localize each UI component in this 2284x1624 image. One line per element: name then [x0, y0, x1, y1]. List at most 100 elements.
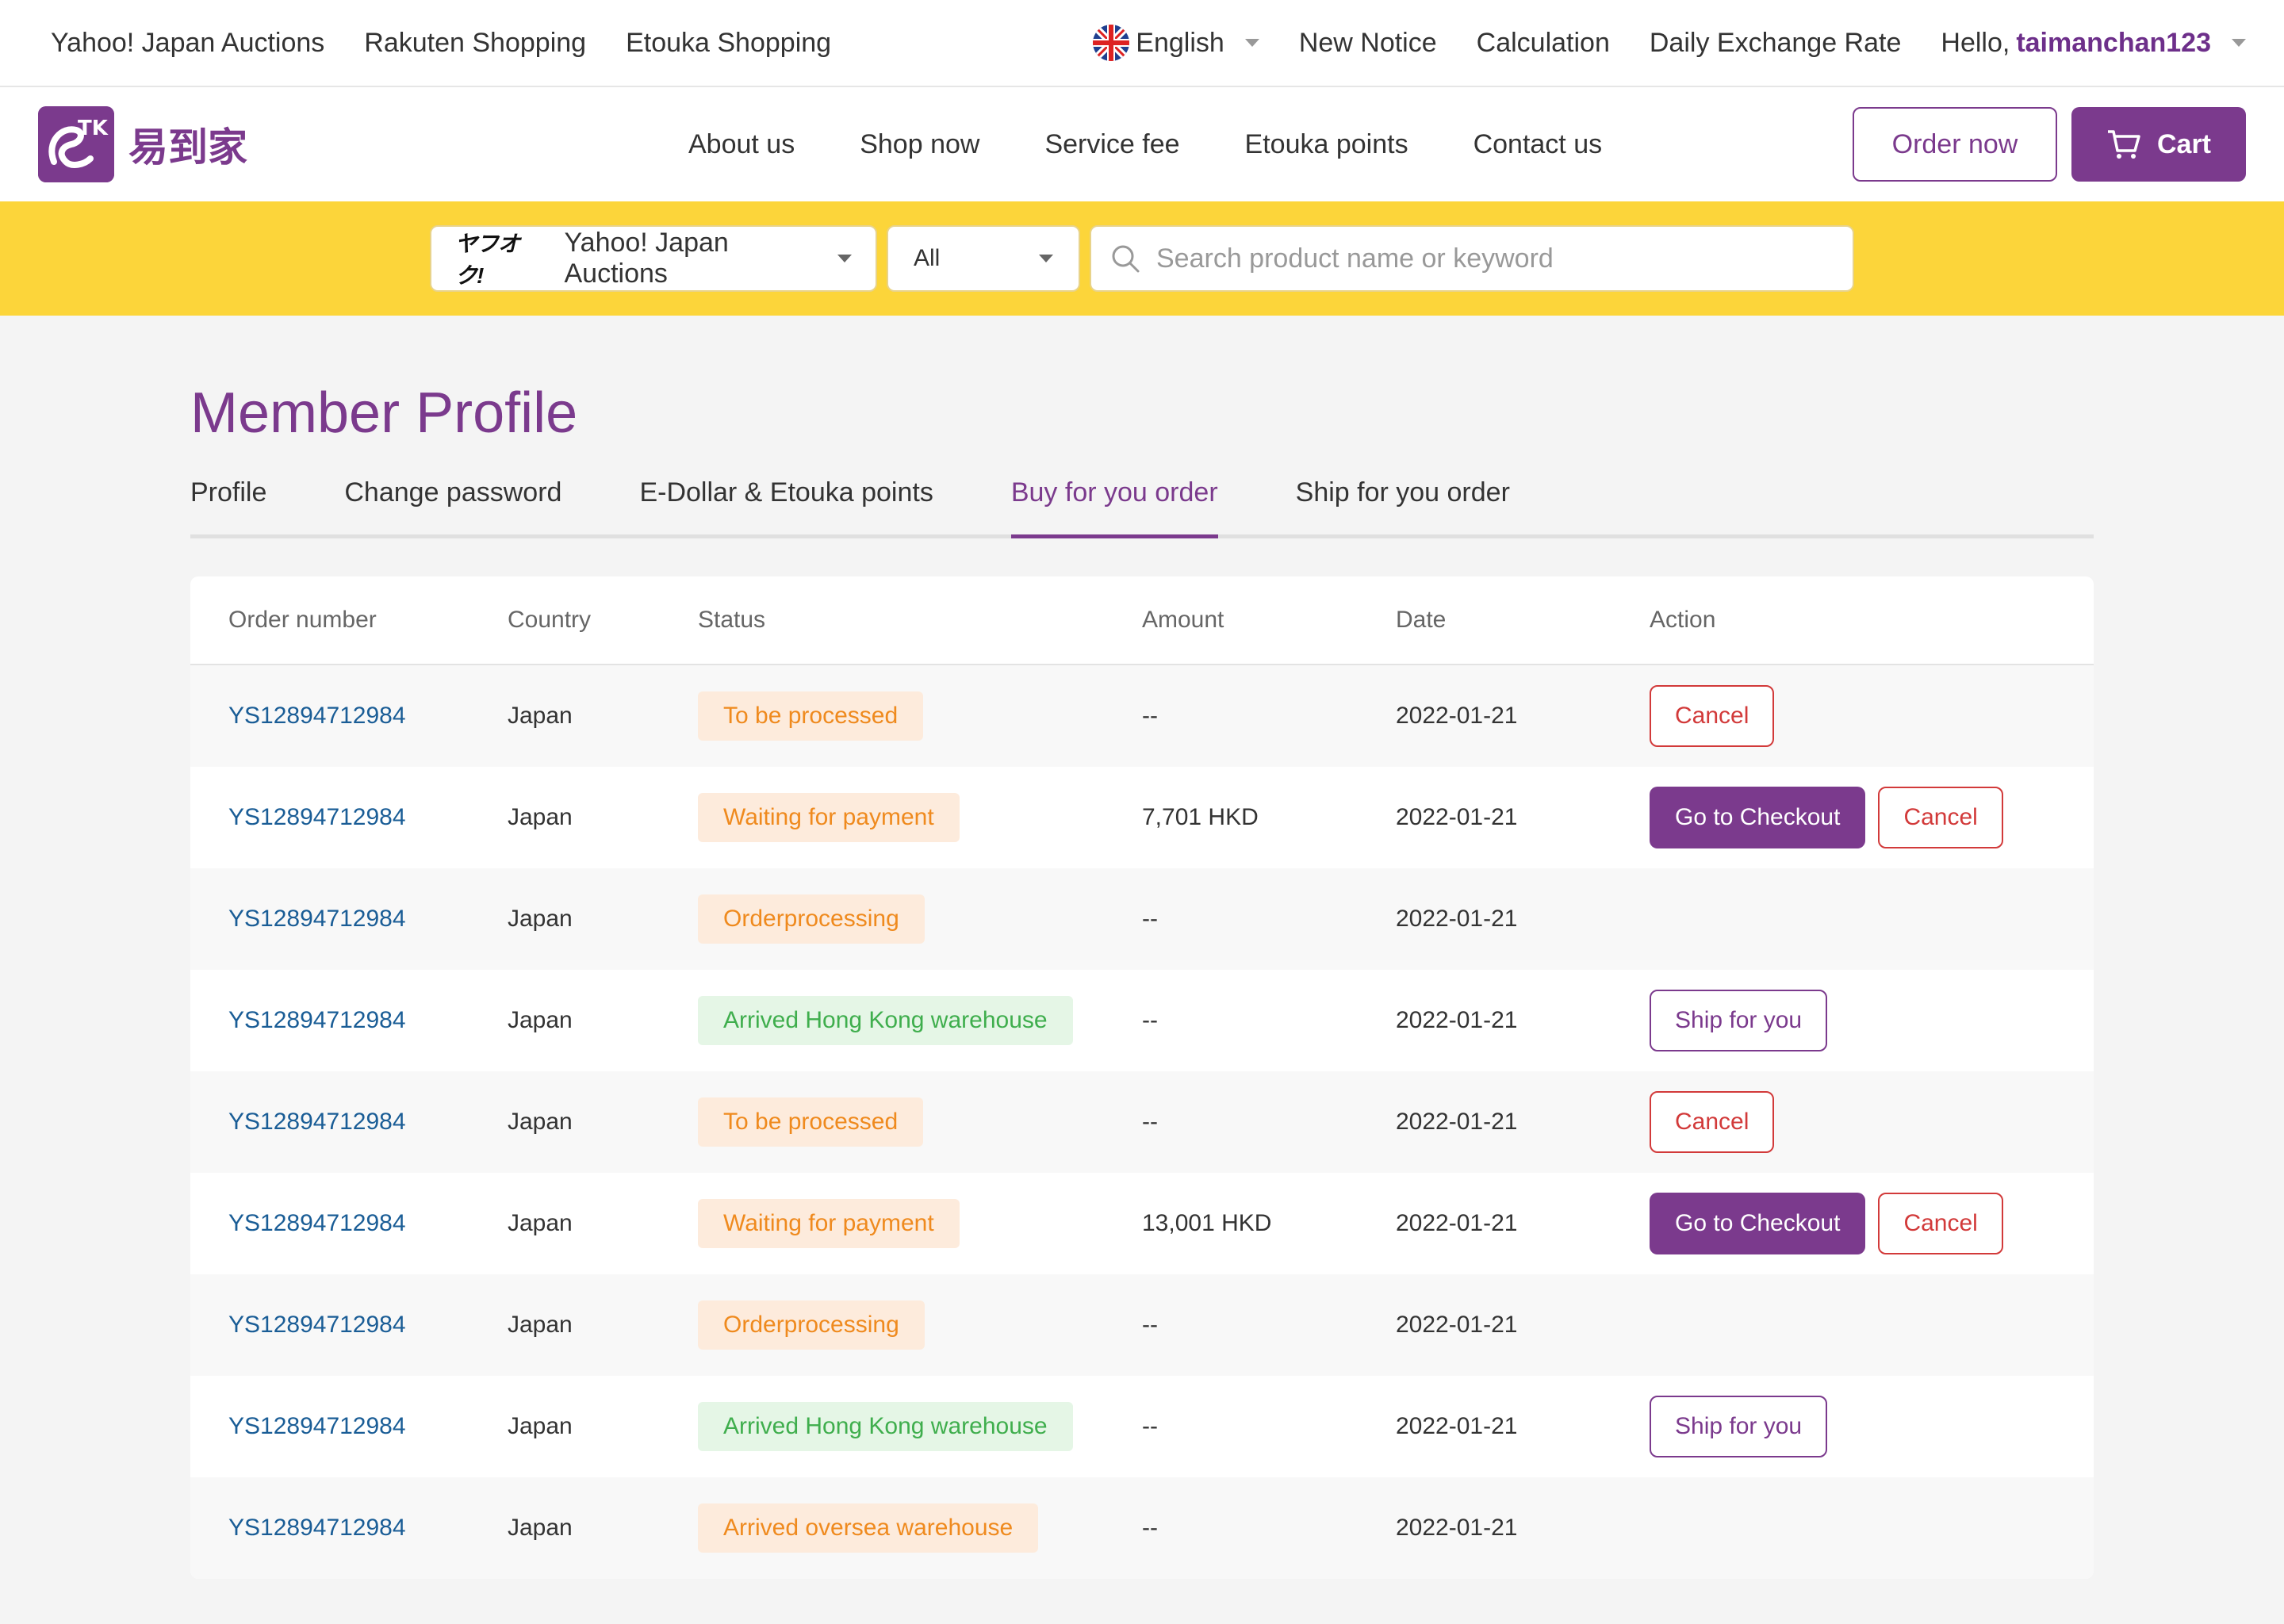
- order-number-link[interactable]: YS12894712984: [228, 1109, 406, 1135]
- nav-about-us[interactable]: About us: [688, 128, 795, 159]
- amount-cell: --: [1142, 906, 1158, 932]
- status-badge: Waiting for payment: [698, 1199, 960, 1248]
- country-cell: Japan: [508, 1312, 573, 1338]
- top-utility-links: English New Notice Calculation Daily Exc…: [1053, 25, 2246, 61]
- status-cell: Orderprocessing: [698, 894, 1142, 944]
- date-cell: 2022-01-21: [1396, 1413, 1518, 1439]
- country-cell: Japan: [508, 1413, 573, 1439]
- action-cell: Cancel: [1650, 685, 2094, 747]
- ship-for-you-button[interactable]: Ship for you: [1650, 990, 1828, 1051]
- status-badge: Arrived oversea warehouse: [698, 1503, 1039, 1553]
- table-row: YS12894712984 Japan Arrived Hong Kong ware…: [190, 1376, 2094, 1477]
- amount-cell: --: [1142, 703, 1158, 729]
- cancel-button[interactable]: Cancel: [1650, 685, 1775, 747]
- search-placeholder: Search product name or keyword: [1156, 243, 1554, 274]
- status-badge: To be processed: [698, 691, 924, 741]
- status-badge: Waiting for payment: [698, 793, 960, 842]
- table-row: YS12894712984 Japan Arrived oversea wareho…: [190, 1477, 2094, 1579]
- nav-shop-now[interactable]: Shop now: [860, 128, 980, 159]
- order-number-link[interactable]: YS12894712984: [228, 1210, 406, 1236]
- status-cell: Waiting for payment: [698, 1199, 1142, 1248]
- amount-cell: --: [1142, 1109, 1158, 1135]
- greeting: Hello,: [1941, 27, 2010, 58]
- table-body: YS12894712984 Japan To be processed -- 2022-…: [190, 665, 2094, 1579]
- cart-icon: [2107, 130, 2140, 159]
- country-cell: Japan: [508, 1515, 573, 1541]
- checkout-button[interactable]: Go to Checkout: [1650, 787, 1866, 848]
- order-number-link[interactable]: YS12894712984: [228, 804, 406, 830]
- search-bar: ヤフオク! Yahoo! Japan Auctions All Search p…: [0, 201, 2284, 316]
- site-logo[interactable]: TK 易到家: [38, 106, 688, 182]
- status-cell: Arrived Hong Kong warehouse: [698, 1402, 1142, 1451]
- username: taimanchan123: [2016, 27, 2211, 58]
- date-cell: 2022-01-21: [1396, 1109, 1518, 1135]
- country-cell: Japan: [508, 1007, 573, 1033]
- user-menu[interactable]: Hello, taimanchan123: [1941, 28, 2246, 59]
- category-select[interactable]: All: [887, 225, 1080, 292]
- tab-buy-for-you-order[interactable]: Buy for you order: [1010, 477, 1218, 538]
- status-cell: Orderprocessing: [698, 1300, 1142, 1350]
- new-notice-link[interactable]: New Notice: [1298, 27, 1437, 58]
- chevron-down-icon: [1039, 255, 1053, 262]
- table-row: YS12894712984 Japan Orderprocessing -- 2022-…: [190, 868, 2094, 970]
- status-badge: To be processed: [698, 1097, 924, 1147]
- cancel-button[interactable]: Cancel: [1878, 787, 2003, 848]
- order-number-link[interactable]: YS12894712984: [228, 906, 406, 932]
- action-cell: Go to Checkout Cancel: [1650, 1193, 2094, 1254]
- language-selector[interactable]: English: [1093, 25, 1259, 61]
- top-link-etouka[interactable]: Etouka Shopping: [626, 27, 832, 58]
- status-cell: Arrived oversea warehouse: [698, 1503, 1142, 1553]
- amount-cell: 13,001 HKD: [1142, 1210, 1272, 1236]
- col-action: Action: [1650, 607, 1716, 633]
- action-cell: Cancel: [1650, 1091, 2094, 1153]
- order-number-link[interactable]: YS12894712984: [228, 1007, 406, 1033]
- nav-contact-us[interactable]: Contact us: [1473, 128, 1603, 159]
- main-content: Member Profile Profile Change password E…: [0, 381, 2094, 1579]
- table-row: YS12894712984 Japan To be processed -- 2022-…: [190, 665, 2094, 767]
- date-cell: 2022-01-21: [1396, 1515, 1518, 1541]
- tab-ship-for-you-order[interactable]: Ship for you order: [1295, 477, 1510, 508]
- status-badge: Arrived Hong Kong warehouse: [698, 1402, 1073, 1451]
- site-select[interactable]: ヤフオク! Yahoo! Japan Auctions: [430, 225, 877, 292]
- status-cell: Waiting for payment: [698, 793, 1142, 842]
- cancel-button[interactable]: Cancel: [1878, 1193, 2003, 1254]
- amount-cell: --: [1142, 1007, 1158, 1033]
- chevron-down-icon: [1244, 39, 1259, 47]
- calculation-link[interactable]: Calculation: [1476, 27, 1610, 58]
- daily-rate-link[interactable]: Daily Exchange Rate: [1649, 27, 1902, 58]
- date-cell: 2022-01-21: [1396, 906, 1518, 932]
- order-number-link[interactable]: YS12894712984: [228, 703, 406, 729]
- top-utility-bar: Yahoo! Japan Auctions Rakuten Shopping E…: [0, 0, 2284, 87]
- search-input[interactable]: Search product name or keyword: [1090, 225, 1854, 292]
- order-number-link[interactable]: YS12894712984: [228, 1515, 406, 1541]
- ship-for-you-button[interactable]: Ship for you: [1650, 1396, 1828, 1457]
- country-cell: Japan: [508, 1210, 573, 1236]
- order-number-link[interactable]: YS12894712984: [228, 1413, 406, 1439]
- cancel-button[interactable]: Cancel: [1650, 1091, 1775, 1153]
- logo-wordmark: 易到家: [128, 124, 247, 170]
- date-cell: 2022-01-21: [1396, 804, 1518, 830]
- nav-links: About us Shop now Service fee Etouka poi…: [688, 129, 1667, 160]
- amount-cell: --: [1142, 1312, 1158, 1338]
- checkout-button[interactable]: Go to Checkout: [1650, 1193, 1866, 1254]
- cart-button[interactable]: Cart: [2071, 107, 2246, 182]
- order-number-link[interactable]: YS12894712984: [228, 1312, 406, 1338]
- amount-cell: 7,701 HKD: [1142, 804, 1259, 830]
- nav-buttons: Order now Cart: [1853, 107, 2246, 182]
- nav-etouka-points[interactable]: Etouka points: [1244, 128, 1408, 159]
- top-link-yahoo[interactable]: Yahoo! Japan Auctions: [51, 27, 325, 58]
- order-now-button[interactable]: Order now: [1853, 107, 2057, 182]
- nav-service-fee[interactable]: Service fee: [1044, 128, 1180, 159]
- status-cell: To be processed: [698, 691, 1142, 741]
- amount-cell: --: [1142, 1413, 1158, 1439]
- tab-change-password[interactable]: Change password: [344, 477, 562, 508]
- amount-cell: --: [1142, 1515, 1158, 1541]
- site-select-value: Yahoo! Japan Auctions: [564, 228, 729, 289]
- etk-logo-icon: TK: [38, 106, 114, 182]
- top-link-rakuten[interactable]: Rakuten Shopping: [364, 27, 587, 58]
- country-cell: Japan: [508, 906, 573, 932]
- table-row: YS12894712984 Japan Waiting for payment 7,7…: [190, 767, 2094, 868]
- tab-profile[interactable]: Profile: [190, 477, 267, 508]
- orders-table: Order number Country Status Amount Date …: [190, 576, 2094, 1579]
- tab-edollar-points[interactable]: E-Dollar & Etouka points: [639, 477, 933, 508]
